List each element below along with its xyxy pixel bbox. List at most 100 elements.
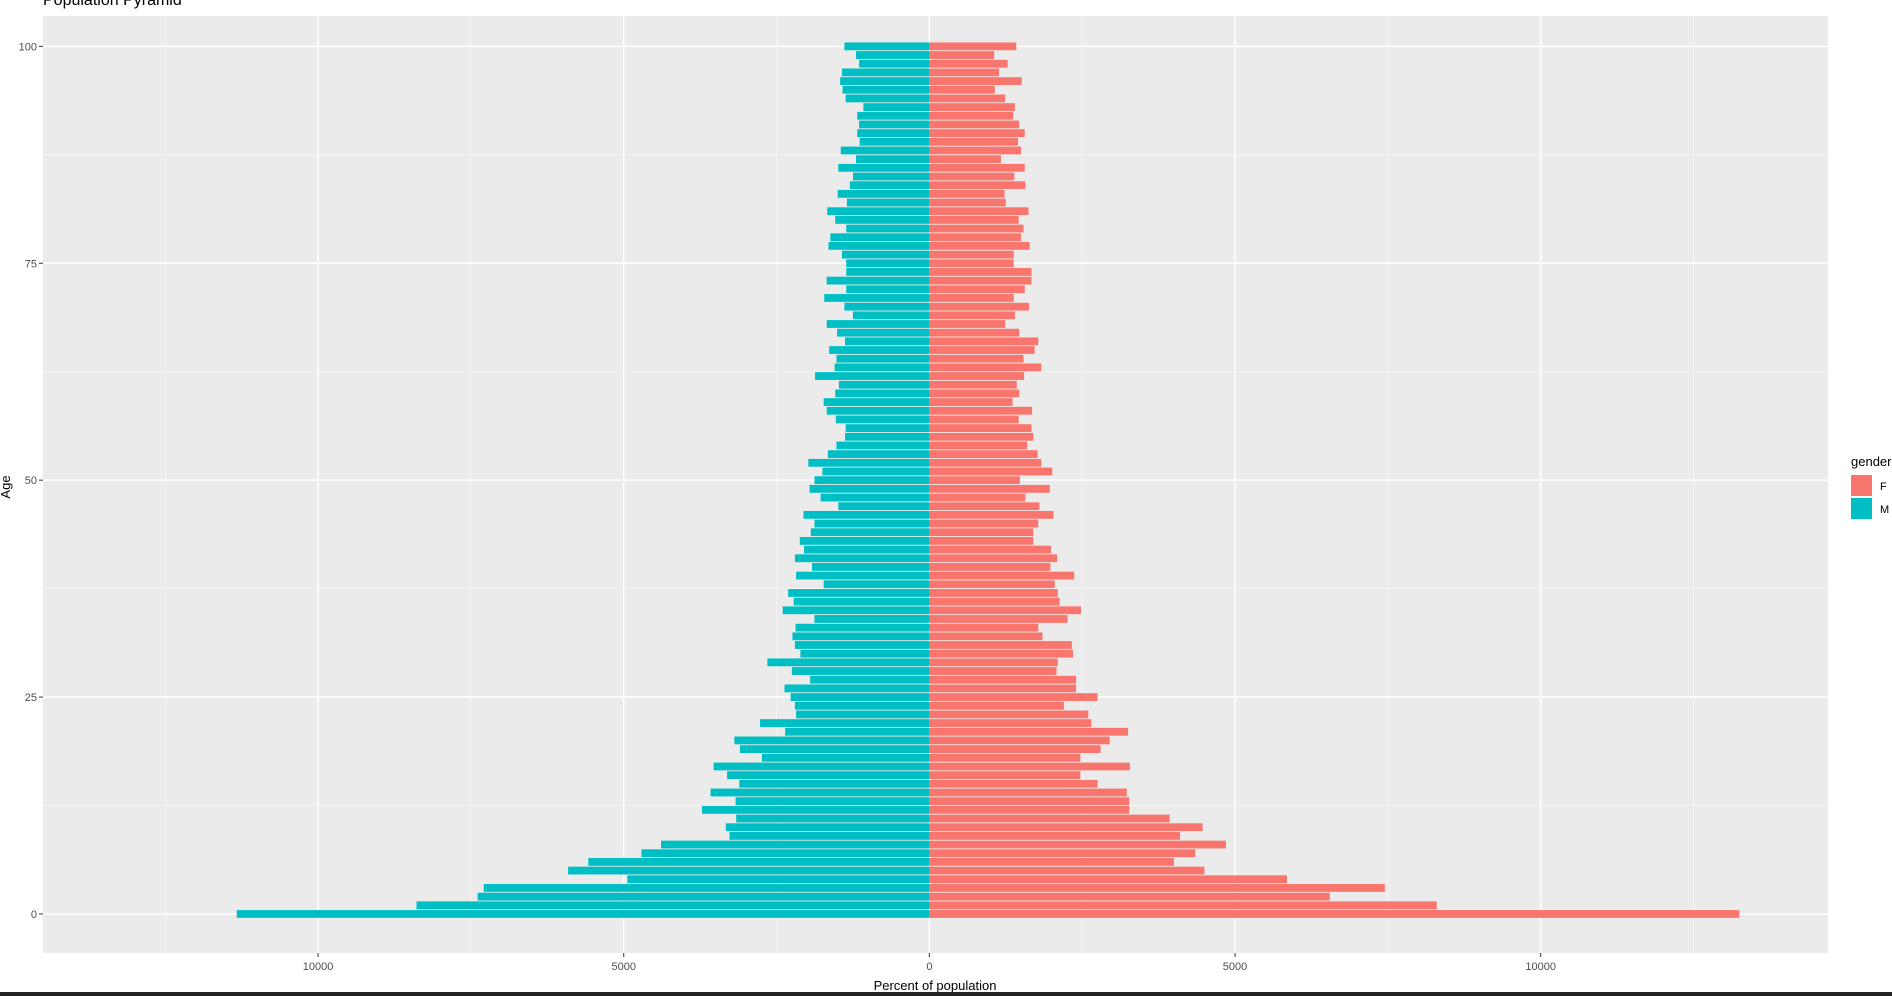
bar-male (837, 328, 930, 337)
bar-female (929, 910, 1740, 918)
bar-male (844, 42, 930, 51)
bar-female (929, 276, 1032, 285)
y-tick-label: 50 (25, 475, 37, 487)
bar-female (929, 163, 1025, 172)
bar-female (929, 779, 1098, 788)
bar-male (739, 745, 930, 754)
bar-female (929, 519, 1039, 528)
bar-male (841, 68, 930, 77)
bar-female (929, 736, 1110, 745)
bar-male (815, 372, 930, 380)
bar-female (929, 528, 1034, 537)
legend-label-m: M (1880, 504, 1889, 516)
bar-female (929, 242, 1030, 250)
bar-female (929, 753, 1081, 762)
bar-male (416, 901, 930, 910)
bar-male (793, 597, 930, 606)
bar-male (859, 59, 930, 68)
bar-male (836, 441, 930, 450)
bar-female (929, 372, 1025, 380)
bar-male (846, 198, 930, 207)
bar-male (713, 762, 930, 771)
bar-female (929, 328, 1020, 337)
bar-male (796, 571, 930, 580)
bar-male (784, 684, 930, 693)
bar-female (929, 59, 1008, 68)
bar-male (795, 623, 930, 632)
bar-female (929, 68, 1000, 77)
bar-male (661, 840, 930, 849)
legend-key-m (1851, 498, 1872, 519)
bar-female (929, 857, 1174, 866)
bar-male (820, 493, 930, 502)
bar-female (929, 771, 1081, 780)
bar-male (827, 207, 930, 216)
bar-male (641, 849, 930, 858)
bar-male (588, 857, 930, 866)
bar-male (846, 224, 930, 233)
bar-female (929, 415, 1019, 424)
bar-female (929, 701, 1064, 710)
bar-male (568, 866, 930, 875)
bar-male (836, 354, 930, 363)
bar-male (830, 233, 930, 242)
bar-female (929, 649, 1074, 658)
window-bottom-border (0, 992, 1892, 996)
bars-group (236, 42, 1740, 918)
bar-female (929, 406, 1033, 415)
bar-male (760, 719, 930, 727)
bar-male (826, 406, 930, 415)
bar-female (929, 884, 1385, 892)
bar-male (810, 675, 930, 684)
bar-female (929, 155, 1001, 164)
bar-female (929, 111, 1014, 120)
bar-male (846, 268, 930, 276)
bar-male (846, 285, 930, 294)
bar-male (809, 484, 930, 493)
x-tick-label: 5000 (1223, 961, 1247, 973)
x-tick-label: 0 (926, 961, 932, 973)
bar-female (929, 198, 1006, 207)
bar-male (735, 797, 930, 806)
bar-male (814, 519, 930, 528)
bar-female (929, 667, 1057, 675)
bar-male (483, 884, 930, 892)
bar-male (701, 805, 930, 814)
bar-female (929, 103, 1015, 112)
bar-female (929, 675, 1077, 684)
bar-female (929, 658, 1058, 667)
bar-female (929, 831, 1181, 840)
bar-female (929, 623, 1039, 632)
x-axis-title: Percent of population (874, 978, 997, 993)
bar-male (863, 103, 930, 112)
bar-female (929, 458, 1042, 467)
bar-female (929, 571, 1075, 580)
bar-female (929, 268, 1032, 276)
bar-male (236, 910, 930, 918)
bar-male (841, 250, 930, 259)
bar-female (929, 554, 1058, 563)
bar-male (856, 51, 930, 59)
bar-male (810, 528, 930, 537)
bar-male (838, 163, 930, 172)
bar-female (929, 77, 1022, 85)
bar-female (929, 189, 1005, 198)
grid-lines (43, 16, 1828, 953)
bar-male (814, 476, 930, 485)
bar-female (929, 502, 1040, 511)
bar-male (782, 606, 930, 615)
bar-male (736, 814, 930, 823)
bar-female (929, 346, 1035, 354)
bar-male (794, 701, 930, 710)
bar-female (929, 337, 1039, 346)
bar-female (929, 250, 1014, 259)
bar-female (929, 493, 1026, 502)
bar-female (929, 901, 1437, 910)
bar-female (929, 120, 1020, 129)
bar-male (826, 276, 930, 285)
bar-female (929, 892, 1330, 901)
y-tick-label: 0 (31, 909, 37, 921)
bar-female (929, 632, 1043, 641)
bar-male (739, 779, 930, 788)
bar-female (929, 641, 1072, 649)
